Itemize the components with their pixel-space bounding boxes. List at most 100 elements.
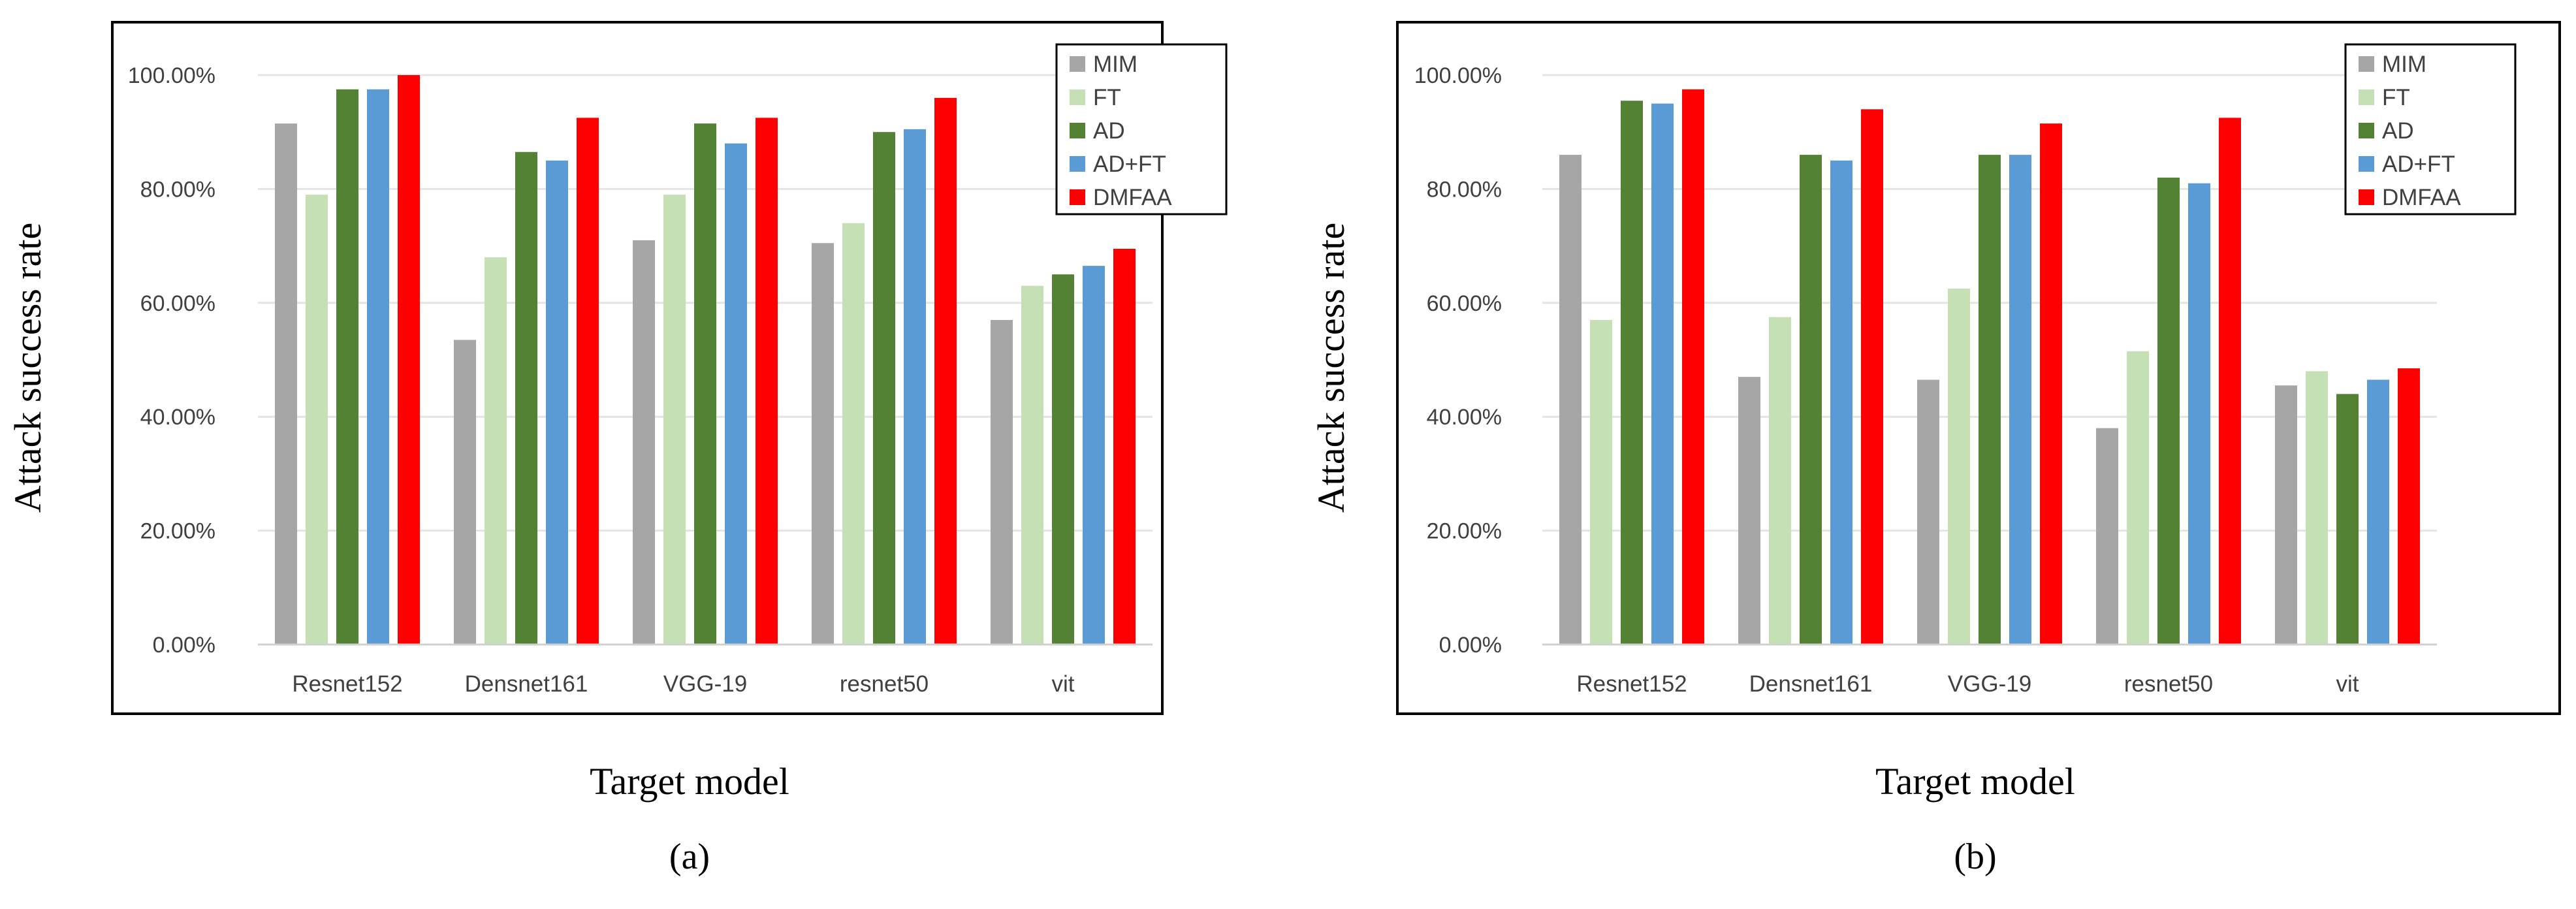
x-tick-label: vit: [2336, 671, 2359, 697]
x-axis-title: Target model: [1875, 760, 2075, 803]
x-tick-label: Resnet152: [292, 671, 402, 697]
bar-ad-vgg-19: [694, 123, 716, 645]
bar-dmfaa-densnet161: [577, 118, 599, 645]
chart-frame: [1396, 21, 2561, 715]
legend-swatch: [1070, 56, 1085, 72]
x-tick-label: resnet50: [840, 671, 929, 697]
bar-mim-densnet161: [1738, 377, 1760, 645]
bar-ft-resnet50: [842, 223, 865, 645]
bar-ft-resnet152: [1590, 319, 1612, 645]
x-axis-title: Target model: [590, 760, 789, 803]
legend-swatch: [1070, 89, 1085, 105]
bar-ad-resnet152: [1621, 101, 1643, 645]
bar-mim-vgg-19: [1917, 379, 1939, 645]
bar-mim-vgg-19: [633, 240, 655, 645]
y-tick-label: 80.00%: [1427, 177, 1502, 202]
panel-caption: (a): [669, 837, 710, 877]
bar-dmfaa-resnet50: [2219, 118, 2241, 645]
legend-label: AD+FT: [1093, 152, 1166, 177]
legend-swatch: [1070, 156, 1085, 172]
legend-label: FT: [1093, 85, 1121, 110]
bar-ad-ft-vgg-19: [2009, 155, 2031, 645]
bar-ft-vgg-19: [1948, 289, 1970, 645]
chart-panel-a: 0.00% 20.00% 40.00% 60.00% 80.00% 100.00% Resn…: [7, 21, 1228, 877]
bar-dmfaa-vgg-19: [2040, 123, 2062, 645]
bar-ad-ft-densnet161: [1830, 160, 1852, 645]
legend-swatch: [2359, 56, 2374, 72]
bar-dmfaa-resnet152: [1682, 89, 1704, 645]
y-tick-label: 40.00%: [140, 405, 215, 430]
bar-ad-densnet161: [515, 152, 537, 645]
bar-ad-vgg-19: [1979, 155, 2001, 645]
chart-panel-b: 0.00% 20.00% 40.00% 60.00% 80.00% 100.00% Resn…: [1310, 21, 2561, 877]
bar-ft-resnet50: [2127, 351, 2149, 645]
legend-label: AD: [2382, 118, 2414, 144]
bar-ad-densnet161: [1800, 155, 1822, 645]
x-tick-label: vit: [1052, 671, 1075, 697]
bar-ad-ft-vit: [1083, 266, 1105, 645]
bar-mim-vit: [2275, 385, 2297, 645]
bar-ad-ft-vgg-19: [725, 143, 747, 645]
bar-mim-densnet161: [454, 340, 476, 645]
bar-ad-resnet152: [336, 89, 358, 645]
legend-label: AD+FT: [2382, 152, 2455, 177]
bar-mim-vit: [991, 319, 1013, 645]
bar-ad-ft-densnet161: [546, 160, 568, 645]
legend-label: DMFAA: [2382, 185, 2461, 210]
x-tick-label: Densnet161: [1749, 671, 1873, 697]
bar-ad-ft-vit: [2367, 379, 2389, 645]
y-tick-label: 40.00%: [1427, 405, 1502, 430]
legend-swatch: [1070, 123, 1085, 138]
legend-label: DMFAA: [1093, 185, 1172, 210]
y-tick-label: 0.00%: [153, 633, 215, 658]
x-tick-label: resnet50: [2124, 671, 2213, 697]
bar-dmfaa-vit: [1113, 248, 1136, 645]
y-tick-label: 60.00%: [1427, 291, 1502, 316]
legend-swatch: [2359, 123, 2374, 138]
x-tick-label: VGG-19: [1948, 671, 2031, 697]
legend-label: AD: [1093, 118, 1125, 144]
bar-mim-resnet50: [812, 243, 834, 645]
bar-mim-resnet152: [275, 123, 297, 645]
bar-ft-vgg-19: [663, 195, 686, 645]
legend: MIM FT AD AD+FT DMFAA: [1055, 43, 1228, 215]
y-tick-label: 0.00%: [1439, 633, 1502, 658]
y-tick-label: 60.00%: [140, 291, 215, 316]
x-tick-label: VGG-19: [663, 671, 747, 697]
bar-ad-vit: [1052, 274, 1074, 645]
bar-ft-densnet161: [485, 257, 507, 645]
legend-swatch: [2359, 89, 2374, 105]
bar-ad-resnet50: [2157, 177, 2180, 645]
y-tick-label: 100.00%: [1414, 63, 1502, 88]
x-tick-label: Densnet161: [465, 671, 588, 697]
bar-ft-densnet161: [1769, 317, 1791, 645]
bar-ad-resnet50: [873, 132, 895, 645]
bar-mim-resnet152: [1559, 155, 1582, 645]
legend-swatch: [1070, 189, 1085, 205]
bar-dmfaa-resnet152: [398, 75, 420, 645]
legend-swatch: [2359, 156, 2374, 172]
bar-ad-vit: [2336, 394, 2359, 645]
legend-label: FT: [2382, 85, 2410, 110]
y-tick-label: 20.00%: [1427, 519, 1502, 544]
legend-swatch: [2359, 189, 2374, 205]
bar-ad-ft-resnet50: [904, 129, 926, 645]
legend: MIM FT AD AD+FT DMFAA: [2344, 43, 2517, 215]
x-tick-label: Resnet152: [1576, 671, 1687, 697]
bar-ad-ft-resnet152: [1651, 103, 1674, 645]
bar-ft-resnet152: [306, 195, 328, 645]
bar-mim-resnet50: [2096, 428, 2118, 645]
bar-ad-ft-resnet152: [367, 89, 389, 645]
bar-dmfaa-densnet161: [1861, 109, 1883, 645]
bar-dmfaa-vit: [2398, 368, 2420, 645]
chart-frame: [111, 21, 1164, 715]
y-axis-title: Attack success rate: [7, 223, 49, 513]
y-tick-label: 100.00%: [128, 63, 215, 88]
panel-caption: (b): [1954, 837, 1996, 877]
y-tick-label: 20.00%: [140, 519, 215, 544]
y-axis-title: Attack success rate: [1310, 223, 1352, 513]
bar-ft-vit: [2306, 371, 2328, 645]
y-tick-label: 80.00%: [140, 177, 215, 202]
bar-dmfaa-vgg-19: [755, 118, 778, 645]
